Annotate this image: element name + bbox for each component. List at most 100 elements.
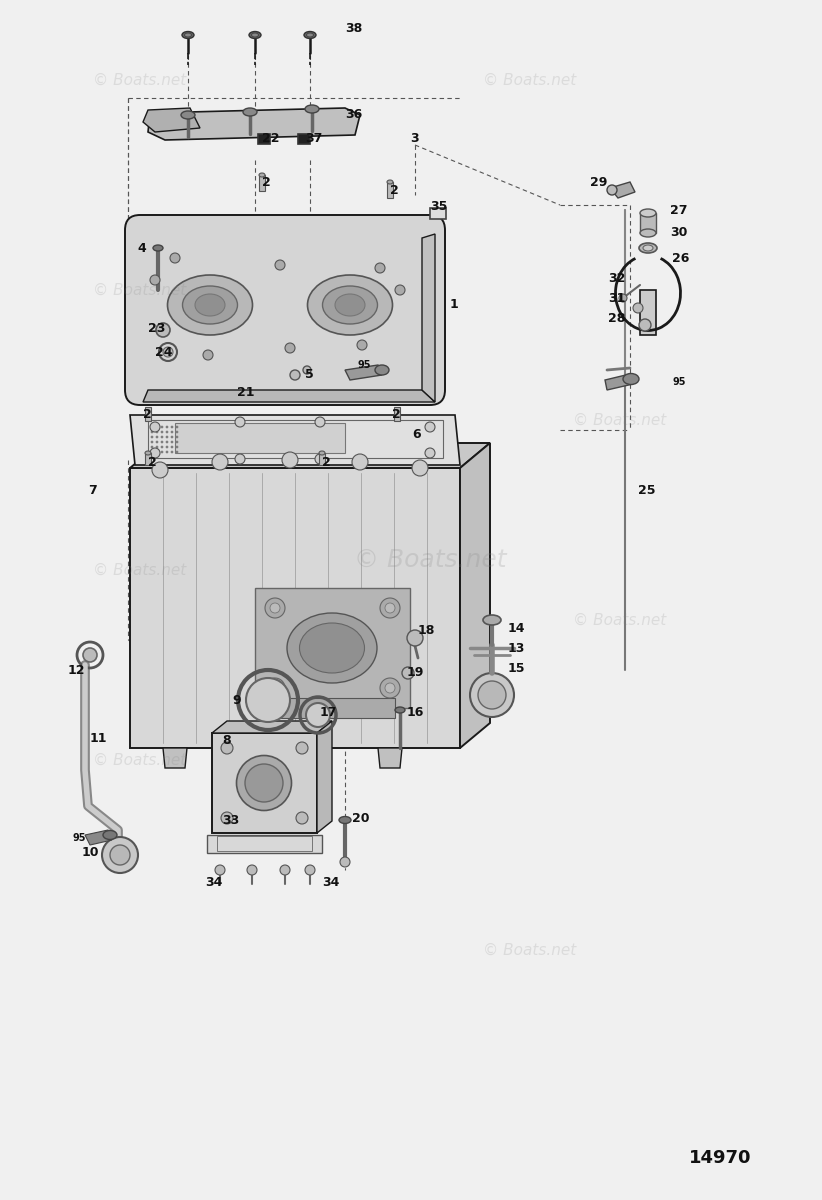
Text: 13: 13 (508, 642, 525, 654)
Text: © Boats.net: © Boats.net (94, 563, 187, 577)
Circle shape (150, 275, 160, 284)
Ellipse shape (319, 451, 325, 455)
Text: 32: 32 (608, 271, 626, 284)
Circle shape (166, 436, 168, 438)
Text: 12: 12 (68, 664, 85, 677)
Bar (319, 452, 325, 464)
Text: © Boats.net: © Boats.net (353, 548, 506, 572)
Circle shape (290, 370, 300, 380)
Circle shape (156, 431, 158, 433)
Ellipse shape (322, 286, 377, 324)
Circle shape (171, 431, 173, 433)
Circle shape (282, 452, 298, 468)
Text: 7: 7 (88, 484, 97, 497)
Polygon shape (255, 588, 410, 708)
Circle shape (156, 426, 158, 428)
Circle shape (166, 446, 168, 448)
Circle shape (161, 451, 163, 452)
Circle shape (412, 460, 428, 476)
Ellipse shape (307, 275, 392, 335)
Circle shape (380, 678, 400, 698)
Text: 18: 18 (418, 624, 436, 636)
Circle shape (270, 683, 280, 692)
Circle shape (176, 451, 178, 452)
Circle shape (161, 440, 163, 443)
Circle shape (235, 454, 245, 464)
Text: 34: 34 (205, 876, 223, 888)
Circle shape (166, 440, 168, 443)
Bar (387, 182, 393, 198)
Circle shape (380, 598, 400, 618)
Ellipse shape (243, 108, 257, 116)
Text: 4: 4 (137, 241, 145, 254)
Circle shape (395, 284, 405, 295)
Bar (430, 208, 446, 218)
Ellipse shape (387, 180, 393, 184)
Text: 15: 15 (508, 661, 525, 674)
Bar (175, 422, 345, 452)
Circle shape (161, 436, 163, 438)
Text: 34: 34 (322, 876, 339, 888)
Circle shape (607, 185, 617, 194)
Polygon shape (130, 415, 460, 464)
Ellipse shape (259, 173, 265, 176)
Circle shape (151, 440, 153, 443)
Circle shape (619, 294, 627, 302)
Ellipse shape (639, 242, 657, 253)
Text: 20: 20 (352, 811, 370, 824)
Circle shape (303, 366, 311, 374)
Text: 14970: 14970 (689, 1150, 751, 1166)
Circle shape (633, 302, 643, 313)
Circle shape (176, 440, 178, 443)
Text: © Boats.net: © Boats.net (483, 942, 576, 958)
Text: © Boats.net: © Boats.net (574, 612, 667, 628)
Ellipse shape (195, 294, 225, 316)
Ellipse shape (153, 245, 163, 251)
Ellipse shape (335, 294, 365, 316)
Text: © Boats.net: © Boats.net (94, 72, 187, 88)
Bar (148, 420, 443, 458)
Bar (298, 134, 310, 144)
Circle shape (425, 422, 435, 432)
Circle shape (215, 865, 225, 875)
Text: 36: 36 (345, 108, 363, 121)
Polygon shape (605, 374, 633, 390)
Circle shape (296, 812, 308, 824)
Circle shape (212, 454, 228, 470)
Polygon shape (610, 182, 635, 198)
Text: 19: 19 (407, 666, 424, 678)
Circle shape (265, 598, 285, 618)
Text: 2: 2 (322, 456, 330, 468)
Text: 27: 27 (670, 204, 687, 216)
Circle shape (150, 448, 160, 458)
Circle shape (152, 462, 168, 478)
Circle shape (156, 323, 170, 337)
Circle shape (156, 451, 158, 452)
Text: 38: 38 (345, 22, 363, 35)
Text: 2: 2 (262, 176, 270, 190)
Circle shape (156, 436, 158, 438)
Polygon shape (317, 721, 332, 833)
Ellipse shape (640, 229, 656, 236)
Circle shape (285, 343, 295, 353)
Polygon shape (460, 443, 490, 748)
Circle shape (375, 263, 385, 272)
Circle shape (270, 602, 280, 613)
Circle shape (151, 431, 153, 433)
Ellipse shape (184, 32, 192, 37)
Text: 2: 2 (392, 408, 401, 421)
Circle shape (407, 630, 423, 646)
Ellipse shape (245, 764, 283, 802)
Circle shape (385, 602, 395, 613)
Bar (640, 214, 656, 233)
Circle shape (425, 448, 435, 458)
Circle shape (352, 454, 368, 470)
Text: 10: 10 (82, 846, 99, 858)
Text: 28: 28 (608, 312, 626, 324)
Circle shape (151, 426, 153, 428)
Circle shape (171, 426, 173, 428)
Text: 29: 29 (590, 175, 607, 188)
FancyBboxPatch shape (125, 215, 445, 404)
Ellipse shape (249, 31, 261, 38)
Bar (217, 836, 312, 851)
